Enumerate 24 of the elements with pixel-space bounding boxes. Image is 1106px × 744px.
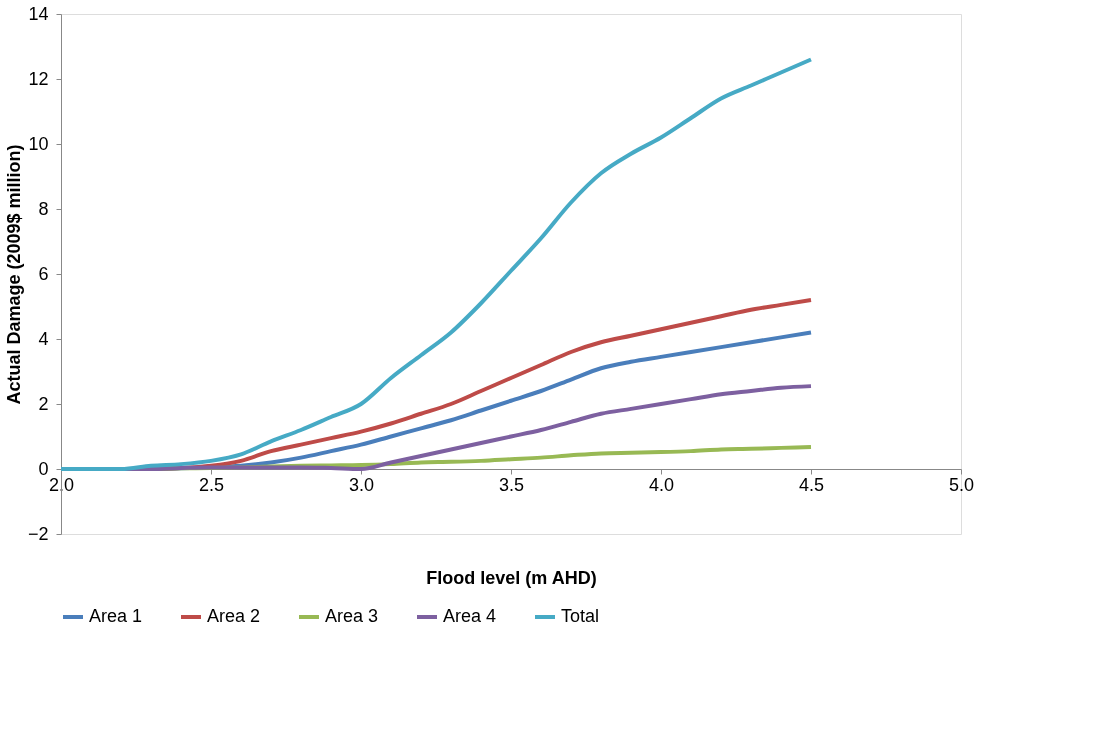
x-tick-label: 3.0 [348, 474, 375, 495]
y-tick-label: 10 [28, 133, 49, 154]
x-tick-label: 4.5 [798, 474, 825, 495]
y-tick-label: −2 [27, 523, 49, 544]
y-tick-label: 8 [38, 198, 49, 219]
legend-label: Area 3 [325, 606, 379, 626]
x-tick-label: 2.5 [198, 474, 225, 495]
y-tick-label: 4 [38, 328, 49, 349]
y-tick-label: 2 [38, 393, 49, 414]
legend-label: Area 2 [207, 606, 261, 626]
line-series [59, 57, 813, 471]
legend-label: Area 4 [443, 606, 497, 626]
y-axis-title: Actual Damage (2009$ million) [3, 144, 24, 405]
x-axis-title: Flood level (m AHD) [426, 567, 597, 588]
y-tick-label: 0 [38, 458, 49, 479]
x-tick-label: 2.0 [48, 474, 75, 495]
y-tick-label: 12 [28, 68, 49, 89]
y-tick-label: 14 [28, 3, 49, 24]
x-tick-label: 4.0 [648, 474, 675, 495]
y-tick-label: 6 [38, 263, 49, 284]
legend-label: Total [561, 606, 600, 626]
x-tick-label: 5.0 [948, 474, 975, 495]
legend-label: Area 1 [89, 606, 143, 626]
x-tick-label: 3.5 [498, 474, 525, 495]
